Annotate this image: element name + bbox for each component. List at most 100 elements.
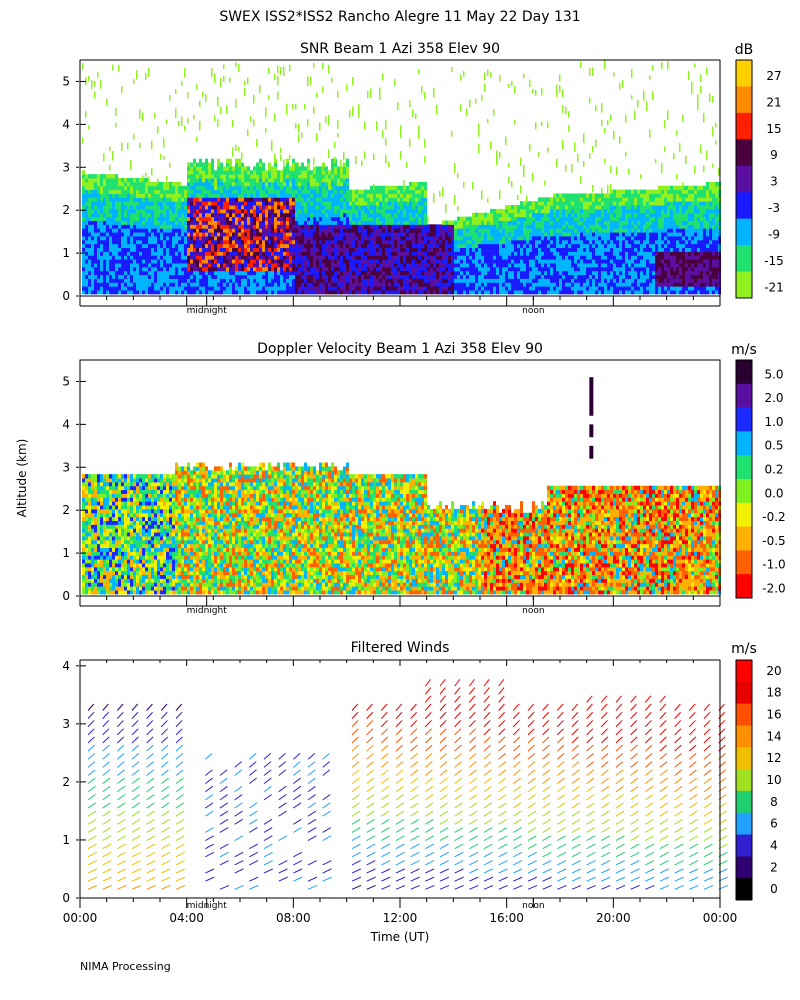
ytick-label: 1 (62, 833, 70, 847)
snr-title: SNR Beam 1 Azi 358 Elev 90 (300, 41, 500, 57)
colorbar-label: 21 (766, 95, 781, 109)
marker-label-noon: noon (522, 606, 544, 616)
colorbar-swatch (736, 790, 752, 814)
xtick-label: 16:00 (489, 911, 524, 925)
colorbar-swatch (736, 86, 752, 114)
colorbar-swatch (736, 407, 752, 432)
colorbar-swatch (736, 431, 752, 456)
colorbar-swatch (736, 502, 752, 527)
colorbar-swatch (736, 812, 752, 835)
ytick-label: 2 (62, 503, 70, 517)
xtick-label: 08:00 (276, 911, 311, 925)
colorbar-label: 0.2 (764, 462, 783, 476)
colorbar-label: -21 (764, 280, 784, 294)
colorbar-swatch (736, 112, 752, 140)
colorbar-swatch (736, 271, 752, 299)
colorbar-label: 6 (770, 817, 778, 831)
ytick-label: 5 (62, 374, 70, 388)
marker-label-midnight: midnight (187, 606, 228, 616)
xtick-label: 20:00 (596, 911, 631, 925)
ytick-label: 3 (62, 460, 70, 474)
winds-colorbar-unit: m/s (731, 641, 757, 657)
colorbar-swatch (736, 747, 752, 770)
colorbar-label: 4 (770, 838, 778, 852)
colorbar-label: 0 (770, 882, 778, 896)
colorbar-label: 14 (766, 729, 781, 743)
colorbar-label: 2 (770, 860, 778, 874)
marker-label-noon: noon (522, 306, 544, 316)
colorbar-label: -0.2 (762, 510, 785, 524)
doppler-panel: Doppler Velocity Beam 1 Azi 358 Elev 90 … (15, 341, 786, 616)
ytick-label: 5 (62, 74, 70, 88)
colorbar-label: -1.0 (762, 558, 785, 572)
colorbar-label: 27 (766, 69, 781, 83)
snr-colorbar-unit: dB (735, 42, 754, 58)
ytick-label: 2 (62, 775, 70, 789)
processing-note: NIMA Processing (80, 960, 171, 973)
colorbar-swatch (736, 681, 752, 704)
ytick-label: 4 (62, 417, 70, 431)
colorbar-swatch (736, 165, 752, 193)
colorbar-label: 0.5 (764, 439, 783, 453)
colorbar-label: -9 (768, 228, 780, 242)
colorbar-swatch (736, 856, 752, 879)
colorbar-swatch (736, 60, 752, 87)
marker-label-midnight: midnight (187, 901, 228, 911)
colorbar-label: -3 (768, 201, 780, 215)
marker-label-midnight: midnight (187, 306, 228, 316)
doppler-colorbar-unit: m/s (731, 342, 757, 358)
ytick-label: 0 (62, 589, 70, 603)
ytick-label: 4 (62, 659, 70, 673)
ytick-label: 3 (62, 160, 70, 174)
snr-plot-area (82, 60, 721, 295)
ytick-label: 4 (62, 117, 70, 131)
colorbar-swatch (736, 834, 752, 857)
colorbar-label: 0.0 (764, 486, 783, 500)
xtick-label: 00:00 (703, 911, 738, 925)
colorbar-swatch (736, 660, 752, 683)
colorbar-swatch (736, 218, 752, 246)
colorbar-swatch (736, 703, 752, 726)
xtick-label: 04:00 (169, 911, 204, 925)
colorbar-swatch (736, 878, 752, 901)
colorbar-swatch (736, 455, 752, 480)
colorbar-label: 9 (770, 148, 778, 162)
colorbar-swatch (736, 383, 752, 408)
marker-label-noon: noon (522, 901, 544, 911)
ytick-label: 3 (62, 717, 70, 731)
colorbar-swatch (736, 769, 752, 792)
colorbar-swatch (736, 245, 752, 272)
colorbar-label: 5.0 (764, 367, 783, 381)
winds-title: Filtered Winds (351, 640, 450, 656)
ytick-label: 2 (62, 203, 70, 217)
ytick-label: 0 (62, 891, 70, 905)
snr-colorbar: 27 21 15 9 3 -3 -9 -15 -21 (735, 59, 784, 299)
figure-title: SWEX ISS2*ISS2 Rancho Alegre 11 May 22 D… (219, 9, 580, 25)
xtick-label: 12:00 (383, 911, 418, 925)
colorbar-label: 16 (766, 708, 781, 722)
doppler-title: Doppler Velocity Beam 1 Azi 358 Elev 90 (257, 341, 543, 357)
colorbar-swatch (736, 139, 752, 167)
colorbar-swatch (736, 574, 752, 599)
colorbar-swatch (736, 526, 752, 551)
ytick-label: 1 (62, 246, 70, 260)
colorbar-label: 1.0 (764, 415, 783, 429)
colorbar-label: 2.0 (764, 391, 783, 405)
xtick-label: 00:00 (63, 911, 98, 925)
colorbar-label: 3 (770, 175, 778, 189)
doppler-plot-area (82, 377, 721, 595)
colorbar-swatch (736, 360, 752, 385)
colorbar-label: 18 (766, 686, 781, 700)
ytick-label: 0 (62, 289, 70, 303)
ytick-label: 1 (62, 546, 70, 560)
colorbar-swatch (736, 479, 752, 504)
doppler-colorbar: 5.0 2.0 1.0 0.5 0.2 0.0 -0.2 -0.5 -1.0 -2.0 (735, 359, 786, 599)
colorbar-swatch (736, 192, 752, 219)
colorbar-label: -2.0 (762, 581, 785, 595)
colorbar-label: 20 (766, 664, 781, 678)
colorbar-label: -0.5 (762, 534, 785, 548)
doppler-ylabel: Altitude (km) (15, 439, 29, 518)
